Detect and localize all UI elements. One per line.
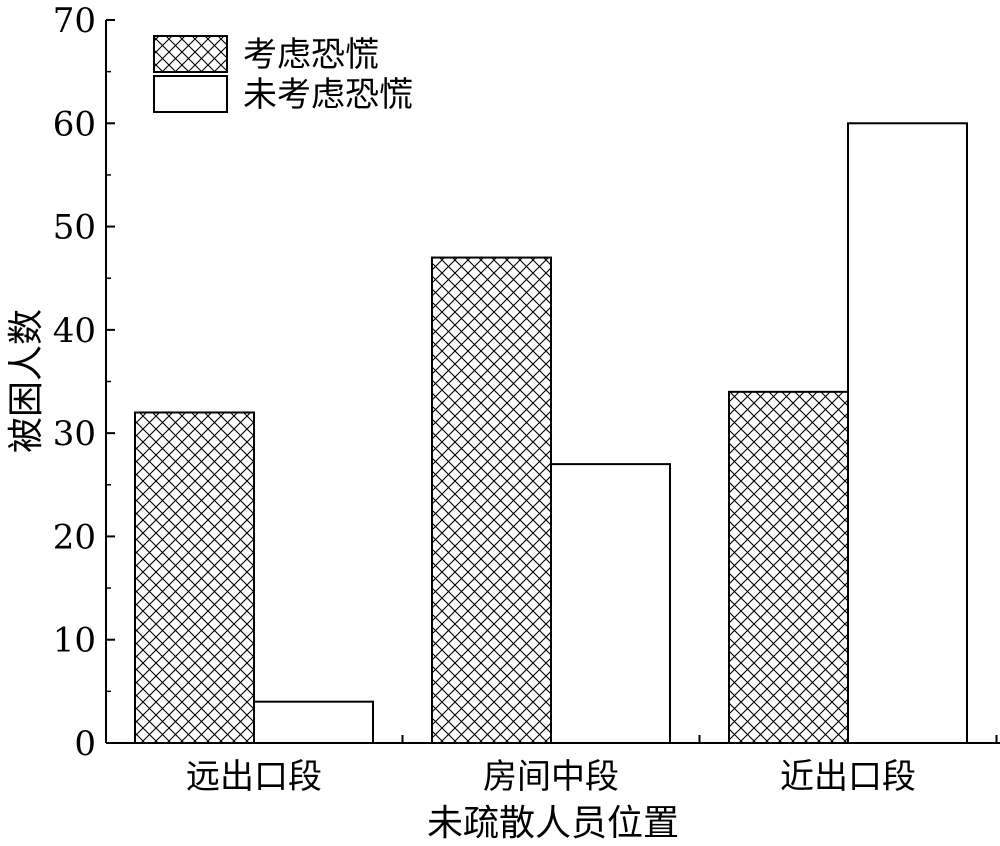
bar-series-1-1 xyxy=(550,463,671,744)
y-tick-label: 20 xyxy=(53,517,96,557)
y-tick-label: 30 xyxy=(53,414,96,454)
x-axis-title: 未疏散人员位置 xyxy=(427,803,679,844)
legend: 考虑恐慌 未考虑恐慌 xyxy=(153,35,413,115)
y-axis-title: 被困人数 xyxy=(6,309,47,453)
legend-swatch-series-1 xyxy=(153,75,228,113)
x-tick-label: 房间中段 xyxy=(483,757,619,797)
bar-series-1-0 xyxy=(253,700,374,745)
legend-label-series-1: 未考虑恐慌 xyxy=(243,75,413,115)
x-tick-label: 远出口段 xyxy=(186,757,322,797)
legend-swatch-series-0 xyxy=(153,35,228,73)
x-tick-label: 近出口段 xyxy=(780,757,916,797)
y-tick-label: 0 xyxy=(74,724,96,764)
y-tick-label: 60 xyxy=(53,104,96,144)
y-ticks-group: 0 10 20 30 40 50 60 70 xyxy=(53,1,115,764)
bars-group xyxy=(134,122,968,745)
bar-series-0-2 xyxy=(728,390,849,744)
x-ticks-group: 远出口段 房间中段 近出口段 xyxy=(186,735,998,797)
legend-label-series-0: 考虑恐慌 xyxy=(243,35,379,75)
bar-series-0-0 xyxy=(134,411,255,744)
bar-series-0-1 xyxy=(431,256,552,744)
bar-series-1-2 xyxy=(847,122,968,745)
y-tick-label: 40 xyxy=(53,311,96,351)
y-tick-label: 70 xyxy=(53,1,96,41)
y-tick-label: 10 xyxy=(53,621,96,661)
y-tick-label: 50 xyxy=(53,208,96,248)
